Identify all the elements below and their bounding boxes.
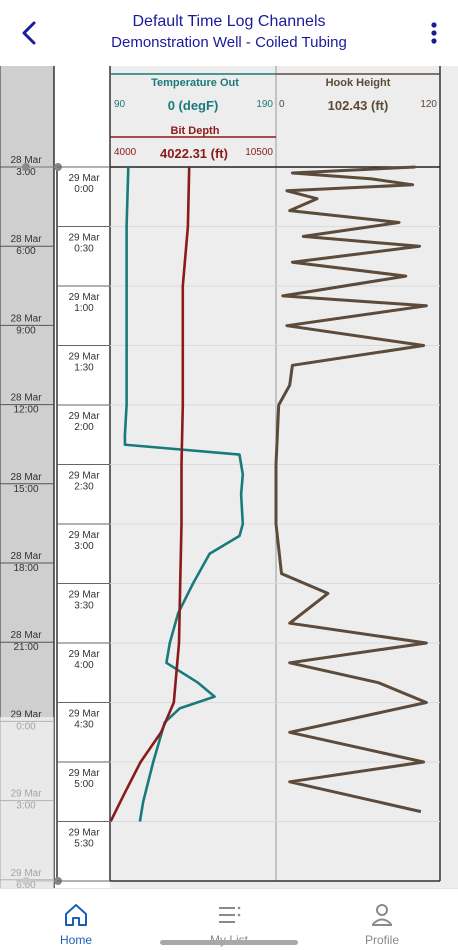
outer-axis-time: 3:00 [16, 167, 36, 178]
outer-axis-time: 6:00 [16, 246, 36, 257]
more-options-button[interactable] [424, 18, 444, 48]
inner-axis-time: 1:00 [74, 303, 94, 314]
right-margin-bg [440, 66, 458, 888]
inner-axis-time: 0:30 [74, 244, 94, 255]
inner-axis-time: 2:00 [74, 422, 94, 433]
inner-axis-time: 4:00 [74, 660, 94, 671]
back-button[interactable] [14, 16, 44, 50]
inner-axis-time: 0:00 [74, 184, 94, 195]
bit-depth-track-min: 4000 [114, 147, 137, 158]
log-plot-area[interactable]: Temperature Out 90 0 (degF) 190 Bit Dept… [0, 66, 458, 888]
outer-axis-window-shade [0, 717, 54, 888]
outer-axis-date: 28 Mar [10, 234, 42, 245]
outer-axis-date: 28 Mar [10, 155, 42, 166]
inner-axis-date: 29 Mar [68, 233, 100, 244]
bottom-navigation: Home My List Profile [0, 888, 458, 950]
inner-axis-date: 29 Mar [68, 590, 100, 601]
outer-axis-date: 28 Mar [10, 630, 42, 641]
range-handle[interactable] [22, 163, 30, 171]
inner-axis-date: 29 Mar [68, 471, 100, 482]
outer-axis-date: 29 Mar [10, 709, 42, 720]
log-curves[interactable] [109, 165, 428, 823]
nav-profile-label: Profile [364, 933, 399, 947]
outer-axis-date: 28 Mar [10, 551, 42, 562]
temperature-track-header[interactable]: Temperature Out 90 0 (degF) 190 [110, 73, 276, 113]
nav-home-label: Home [59, 933, 92, 947]
page-subtitle: Demonstration Well - Coiled Tubing [111, 34, 347, 51]
app-header: Default Time Log Channels Demonstration … [0, 0, 458, 66]
bit-depth-track-value: 4022.31 (ft) [160, 146, 228, 161]
inner-axis-time: 4:30 [74, 720, 94, 731]
inner-axis-time: 3:00 [74, 541, 94, 552]
bit-depth-track-header[interactable]: Bit Depth 4000 4022.31 (ft) 10500 [110, 125, 276, 161]
back-arrow-icon [22, 21, 36, 45]
inner-axis-date: 29 Mar [68, 709, 100, 720]
hook-height-track-header[interactable]: Hook Height 0 102.43 (ft) 120 [276, 73, 440, 113]
home-icon [65, 904, 87, 926]
inner-axis-time: 1:30 [74, 363, 94, 374]
hook-height-track-min: 0 [279, 99, 285, 110]
inner-axis-date: 29 Mar [68, 530, 100, 541]
hook-height-track-max: 120 [420, 99, 437, 110]
outer-axis-time: 18:00 [13, 563, 38, 574]
hook-height-track-value: 102.43 (ft) [328, 98, 389, 113]
bit-depth-curve[interactable] [109, 166, 191, 823]
outer-axis-date: 28 Mar [10, 472, 42, 483]
page-title: Default Time Log Channels [132, 13, 326, 30]
inner-time-axis-bg [54, 66, 110, 888]
inner-axis-date: 29 Mar [68, 649, 100, 660]
temperature-track-max: 190 [256, 99, 273, 110]
outer-axis-date: 28 Mar [10, 393, 42, 404]
inner-axis-date: 29 Mar [68, 173, 100, 184]
profile-icon [372, 904, 392, 926]
inner-axis-date: 29 Mar [68, 411, 100, 422]
gridlines [110, 226, 440, 822]
outer-axis-time: 12:00 [13, 405, 38, 416]
inner-axis-date: 29 Mar [68, 292, 100, 303]
temperature-track-value: 0 (degF) [168, 98, 219, 113]
gesture-bar [160, 940, 298, 945]
log-plot[interactable]: Temperature Out 90 0 (degF) 190 Bit Dept… [0, 66, 458, 888]
temperature-track-min: 90 [114, 99, 126, 110]
bit-depth-track-max: 10500 [245, 147, 273, 158]
hook-height-curve[interactable] [274, 165, 428, 814]
outer-axis-time: 21:00 [13, 642, 38, 653]
inner-axis-time: 5:00 [74, 779, 94, 790]
inner-axis-date: 29 Mar [68, 887, 100, 888]
inner-axis-time: 5:30 [74, 839, 94, 850]
nav-home[interactable]: Home [0, 889, 152, 950]
outer-axis-time: 9:00 [16, 325, 36, 336]
temperature-curve[interactable] [123, 166, 245, 822]
inner-axis-time: 2:30 [74, 482, 94, 493]
title-block: Default Time Log Channels Demonstration … [60, 12, 398, 54]
hook-height-track-name: Hook Height [326, 77, 391, 89]
list-icon [219, 906, 241, 923]
bit-depth-track-name: Bit Depth [171, 125, 220, 137]
nav-profile[interactable]: Profile [306, 889, 458, 950]
more-vertical-icon [431, 22, 437, 44]
inner-axis-date: 29 Mar [68, 768, 100, 779]
inner-axis-date: 29 Mar [68, 828, 100, 839]
outer-axis-date: 28 Mar [10, 313, 42, 324]
inner-axis-time: 3:30 [74, 601, 94, 612]
inner-axis-date: 29 Mar [68, 352, 100, 363]
temperature-track-name: Temperature Out [151, 77, 239, 89]
outer-axis-time: 15:00 [13, 484, 38, 495]
